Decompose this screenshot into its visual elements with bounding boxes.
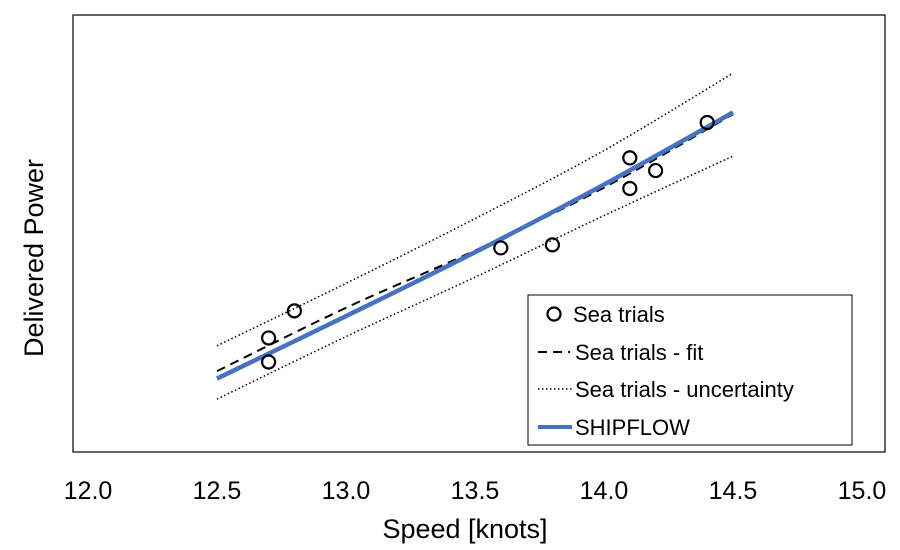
x-tick-label: 13.5 xyxy=(451,477,500,505)
legend-box xyxy=(527,294,853,446)
series-layer xyxy=(216,72,735,400)
sea-trial-point-4 xyxy=(493,240,509,256)
y-axis-title: Delivered Power xyxy=(19,159,49,357)
sea-trials-fit-line xyxy=(216,113,734,373)
legend-marker-sea-trials xyxy=(546,306,562,322)
plot-area-frame xyxy=(72,14,886,453)
x-tick-label: 13.0 xyxy=(322,477,371,505)
sea-trial-point-8 xyxy=(647,162,664,179)
sea-trial-point-6 xyxy=(622,150,638,166)
x-tick-label: 12.5 xyxy=(193,477,242,505)
sea-trial-point-3 xyxy=(286,303,302,319)
sea-trial-point-7 xyxy=(622,180,638,197)
shipflow-line xyxy=(216,110,735,381)
sea-trial-point-9 xyxy=(699,114,715,131)
x-tick-label: 14.0 xyxy=(580,477,629,505)
x-tick-labels: 12.0 12.5 13.0 13.5 14.0 14.5 15.0 xyxy=(64,477,887,505)
sea-trial-point-5 xyxy=(544,237,561,253)
legend-label-sea-trials-fit: Sea trials - fit xyxy=(575,340,703,365)
x-tick-label: 15.0 xyxy=(838,477,887,505)
legend-label-shipflow: SHIPFLOW xyxy=(575,415,690,440)
x-tick-label: 12.0 xyxy=(64,477,113,505)
x-tick-label: 14.5 xyxy=(709,477,758,505)
sea-trial-point-2 xyxy=(261,354,277,370)
x-axis-title: Speed [knots] xyxy=(382,514,547,544)
sea-trial-point-1 xyxy=(261,330,277,346)
uncertainty-lower-line xyxy=(216,155,734,400)
legend: Sea trials Sea trials - fit Sea trials -… xyxy=(527,294,853,446)
legend-label-sea-trials: Sea trials xyxy=(573,302,665,327)
legend-label-uncertainty: Sea trials - uncertainty xyxy=(575,377,794,402)
